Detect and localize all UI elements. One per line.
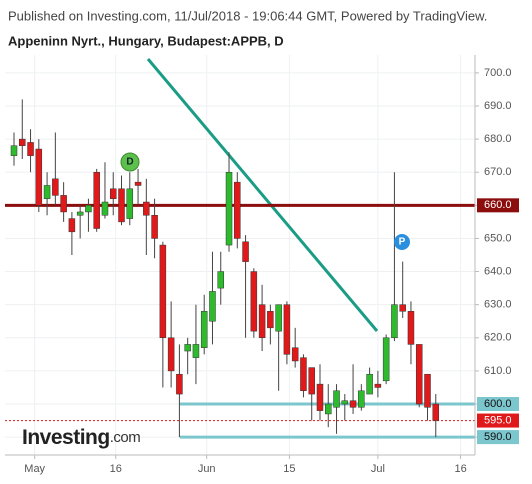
candle-body xyxy=(415,344,423,405)
candle-body xyxy=(358,390,365,408)
axis-labels: 590.0 600.0 610.0 620.0 630.0 640.0 650.0 660.0… xyxy=(24,67,519,475)
candle-body xyxy=(424,373,431,408)
y-tick-label: 680.0 xyxy=(484,133,512,145)
candle-body xyxy=(43,185,51,199)
candle-body xyxy=(258,304,266,339)
candle-body xyxy=(325,403,332,415)
candle-body xyxy=(192,344,200,358)
x-tick-label: Jul xyxy=(371,463,385,475)
event-label: D xyxy=(126,157,133,168)
y-tick-label: 700.0 xyxy=(484,67,512,79)
candle-body xyxy=(275,304,282,332)
candle-body xyxy=(382,337,390,382)
candle-body xyxy=(10,145,18,156)
candle-body xyxy=(200,311,208,348)
candle-body xyxy=(399,304,406,312)
level-box xyxy=(477,430,519,445)
candle-body xyxy=(109,188,117,199)
y-tick-label: 620.0 xyxy=(484,332,512,344)
candle-body xyxy=(300,357,307,392)
candle-body xyxy=(176,373,183,395)
candle-body xyxy=(366,373,373,395)
candle-body xyxy=(225,171,233,246)
candle-body xyxy=(93,171,100,229)
candle-body xyxy=(68,218,76,233)
candle-body xyxy=(291,347,299,362)
x-tick-label: 16 xyxy=(110,463,122,475)
candle-body xyxy=(267,311,274,329)
candle-body xyxy=(391,304,398,339)
candle-body xyxy=(209,291,216,322)
header: Published on Investing.com, 11/Jul/2018 … xyxy=(8,8,487,23)
candle-body xyxy=(19,138,26,146)
event-marker xyxy=(394,234,410,250)
candle-body xyxy=(283,304,291,355)
candle-body xyxy=(76,211,84,216)
candle-body xyxy=(316,383,324,411)
x-tick-label: Jun xyxy=(198,463,216,475)
level-box xyxy=(477,413,519,428)
x-tick-label: 16 xyxy=(454,463,466,475)
x-tick-label: 15 xyxy=(283,463,295,475)
event-marker xyxy=(120,152,140,172)
candle-body xyxy=(118,188,125,223)
candle-body xyxy=(52,178,59,196)
candle-body xyxy=(85,205,92,213)
y-tick-label: 670.0 xyxy=(484,166,512,178)
candle-body xyxy=(308,367,315,395)
y-tick-label: 610.0 xyxy=(484,365,512,377)
trend-line xyxy=(146,58,379,332)
level-label: 590.0 xyxy=(484,431,512,443)
y-tick-label: 650.0 xyxy=(484,232,512,244)
candles xyxy=(10,99,440,438)
candle-body xyxy=(341,400,349,405)
event-label: P xyxy=(399,237,406,248)
candle-body xyxy=(27,142,34,156)
candle-body xyxy=(101,201,109,216)
candle-body xyxy=(250,271,258,332)
grid xyxy=(5,55,475,455)
logo: Investing.com xyxy=(22,426,140,449)
candle-body xyxy=(234,181,241,239)
y-tick-label: 690.0 xyxy=(484,100,512,112)
candle-body xyxy=(242,241,249,262)
candle-body xyxy=(60,195,67,213)
x-tick-label: May xyxy=(24,463,45,475)
level-label: 595.0 xyxy=(484,414,512,426)
level-label: 660.0 xyxy=(484,199,512,211)
candle-body xyxy=(333,390,340,408)
y-tick-label: 640.0 xyxy=(484,265,512,277)
candle-body xyxy=(134,181,142,186)
candle-body xyxy=(143,201,150,216)
logo-name: Investing xyxy=(22,426,110,449)
candle-body xyxy=(374,383,382,388)
level-box xyxy=(477,198,519,213)
candle-body xyxy=(217,271,224,289)
candle-body xyxy=(407,311,415,345)
logo-suffix: .com xyxy=(110,429,141,446)
candle-body xyxy=(151,215,158,239)
level-box xyxy=(477,397,519,412)
candle-body xyxy=(349,400,357,408)
candle-body xyxy=(35,148,43,206)
candle-body xyxy=(159,244,167,339)
level-label: 600.0 xyxy=(484,398,512,410)
chart-title: Appeninn Nyrt., Hungary, Budapest:APPB, … xyxy=(8,33,284,48)
candle-body xyxy=(167,337,175,372)
candle-body xyxy=(184,344,191,352)
y-tick-label: 630.0 xyxy=(484,299,512,311)
candle-body xyxy=(126,188,134,219)
candle-body xyxy=(432,403,440,421)
